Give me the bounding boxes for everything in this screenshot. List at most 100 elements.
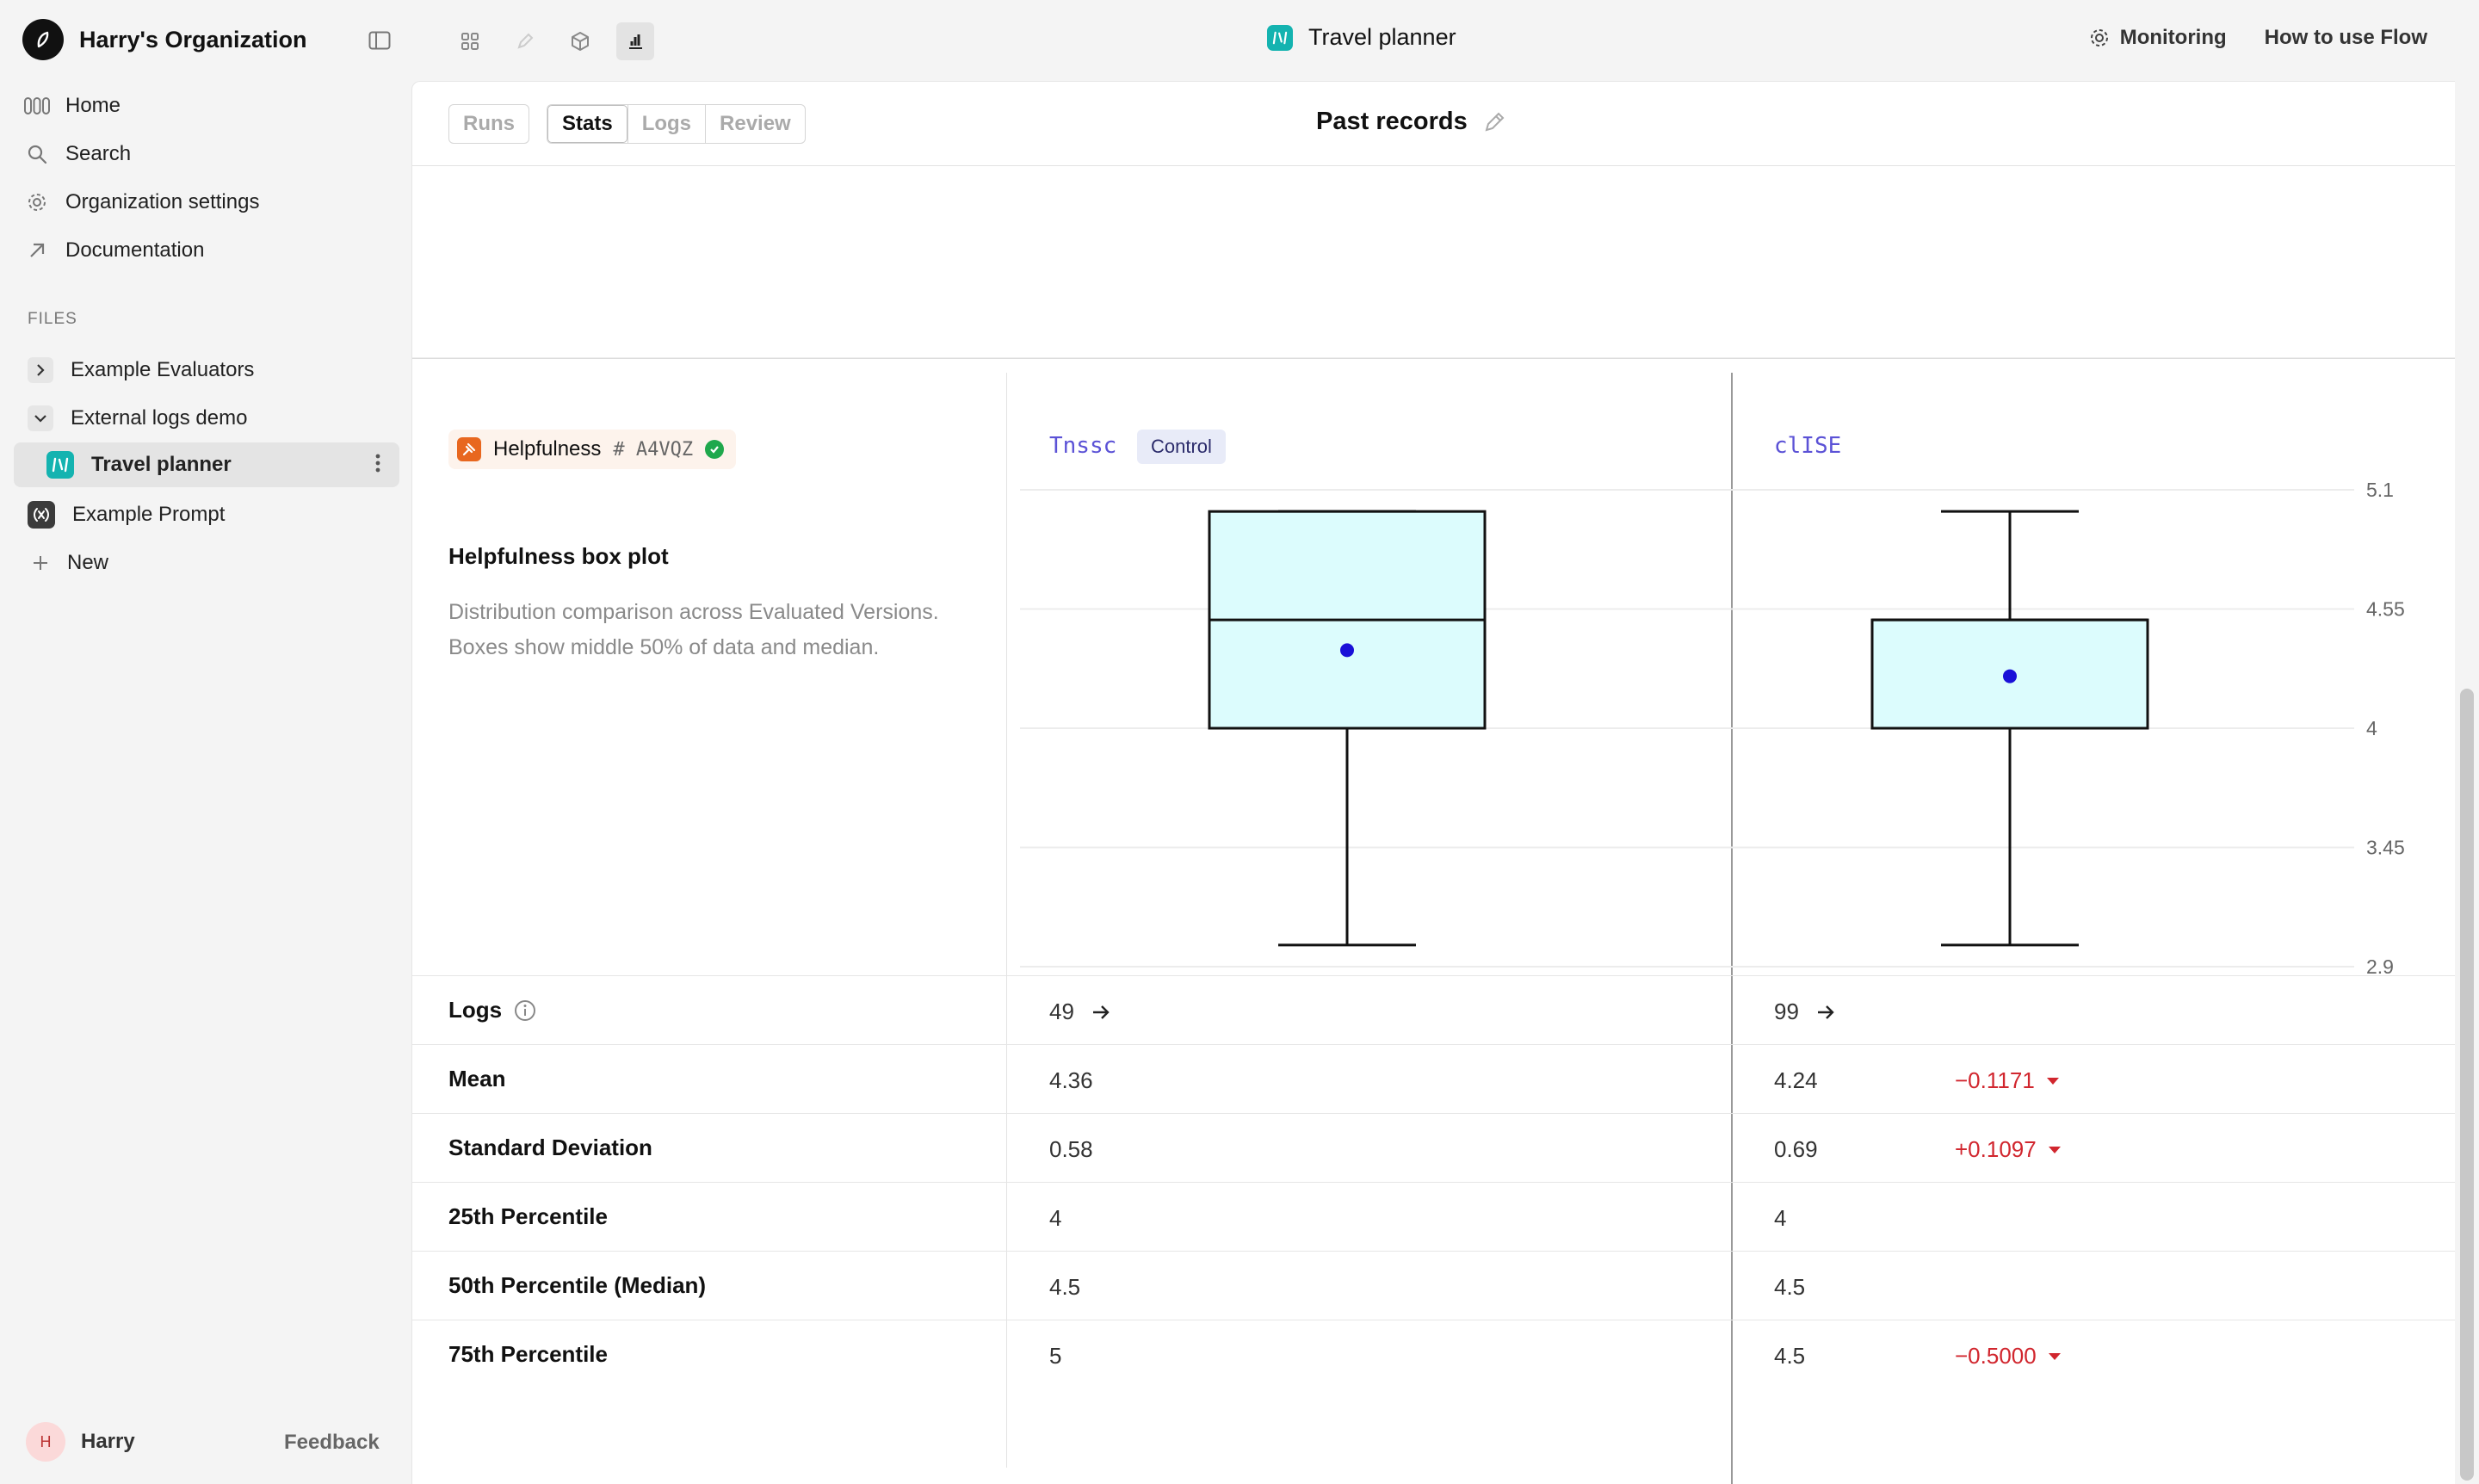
more-options-icon[interactable]: [375, 453, 380, 479]
stats-row: Mean 4.36 4.24 −0.1171: [412, 1044, 2456, 1113]
stats-row-label: Mean: [448, 1066, 505, 1092]
stats-row-label-text: 25th Percentile: [448, 1203, 608, 1229]
gear-icon: [24, 189, 50, 215]
evaluator-id-value: A4VQZ: [635, 438, 694, 461]
collapse-sidebar-icon[interactable]: [365, 26, 394, 55]
tab-runs[interactable]: Runs: [463, 112, 515, 135]
tab-group-runs: Runs: [448, 104, 529, 144]
stats-row-label-text: 50th Percentile (Median): [448, 1272, 707, 1298]
stats-value-compare[interactable]: 99: [1774, 999, 1835, 1025]
stats-value-compare: 4.5: [1774, 1343, 1805, 1370]
arrow-up-right-icon: [24, 238, 50, 263]
evaluator-chip[interactable]: Helpfulness # A4VQZ: [448, 430, 737, 469]
stats-diff-text: −0.5000: [1955, 1343, 2037, 1369]
tree-item-label: Travel planner: [91, 453, 232, 476]
tabs-bar: Runs Stats Logs Review Past records: [412, 82, 2456, 166]
chevron-down-icon[interactable]: [28, 405, 53, 431]
mean-point: [1340, 643, 1354, 658]
stats-value-control: 4.5: [1049, 1274, 1080, 1301]
tab-stats[interactable]: Stats: [547, 105, 627, 143]
file-title-label: Travel planner: [1308, 24, 1456, 50]
stats-value-text: 49: [1049, 999, 1074, 1024]
view-switcher: [451, 22, 671, 60]
tab-review[interactable]: Review: [705, 105, 805, 143]
version-name-tnssc[interactable]: Tnssc: [1049, 433, 1117, 459]
evaluator-name: Helpfulness: [493, 437, 602, 461]
stats-diff: +0.1097: [1955, 1136, 2061, 1163]
stats-value-control: 0.58: [1049, 1136, 1093, 1163]
how-to-use-link[interactable]: How to use Flow: [2264, 26, 2427, 49]
bar-chart-icon[interactable]: [616, 22, 654, 60]
stats-value-text: 4.5: [1049, 1274, 1081, 1300]
page-title-label: Past records: [1316, 108, 1468, 135]
top-bar: Travel planner Monitoring How to use Flo…: [411, 0, 2479, 83]
control-badge: Control: [1137, 430, 1226, 464]
stats-value-compare: 4.24: [1774, 1067, 1818, 1094]
scrollbar-thumb[interactable]: [2460, 689, 2474, 1481]
scrollbar[interactable]: [2455, 83, 2479, 1484]
page-title: Past records: [1316, 108, 1505, 136]
stats-row-label: Logs: [448, 997, 536, 1023]
arrow-right-icon[interactable]: [1091, 1005, 1110, 1020]
tree-item-example-evaluators[interactable]: Example Evaluators: [28, 348, 254, 393]
files-section-label: FILES: [28, 310, 77, 328]
stats-value-control: 5: [1049, 1343, 1061, 1370]
evaluator-id: # A4VQZ: [613, 438, 694, 461]
flow-app-icon: [1267, 24, 1293, 51]
user-menu[interactable]: H Harry: [26, 1422, 135, 1462]
stats-row: Standard Deviation 0.58 0.69 +0.1097: [412, 1113, 2456, 1182]
stats-value-text: 4.5: [1774, 1343, 1806, 1369]
caret-down-icon: [2048, 1146, 2061, 1153]
stats-value-control[interactable]: 49: [1049, 999, 1110, 1025]
y-tick-label: 3.45: [2366, 837, 2405, 859]
pencil-icon[interactable]: [506, 22, 544, 60]
edit-title-icon[interactable]: [1483, 111, 1505, 133]
y-tick-label: 2.9: [2366, 955, 2394, 978]
stats-row-label-text: Standard Deviation: [448, 1135, 652, 1160]
stats-value-compare: 0.69: [1774, 1136, 1818, 1163]
box-plot-chart: 5.1 4.55 4 3.45 2.9: [1020, 479, 2405, 978]
tree-item-label: External logs demo: [71, 406, 248, 430]
tree-item-label: Example Evaluators: [71, 358, 255, 381]
nav-home[interactable]: Home: [24, 87, 121, 125]
tree-item-external-logs-demo[interactable]: External logs demo: [28, 396, 247, 441]
stats-row: 75th Percentile 5 4.5 −0.5000: [412, 1320, 2456, 1388]
nav-organization-settings[interactable]: Organization settings: [24, 183, 259, 221]
nav-search[interactable]: Search: [24, 135, 131, 173]
stats-value-text: 0.58: [1049, 1136, 1093, 1162]
stats-value-text: 0.69: [1774, 1136, 1818, 1162]
caret-down-icon: [2048, 1352, 2061, 1360]
tree-item-travel-planner[interactable]: Travel planner: [14, 442, 399, 487]
stats-row-label: 50th Percentile (Median): [448, 1272, 706, 1299]
stats-row: 50th Percentile (Median) 4.5 4.5: [412, 1251, 2456, 1320]
avatar: H: [26, 1422, 65, 1462]
monitoring-button[interactable]: Monitoring: [2089, 26, 2227, 50]
arrow-right-icon[interactable]: [1816, 1005, 1835, 1020]
stats-value-text: 4.36: [1049, 1067, 1093, 1093]
nav-documentation[interactable]: Documentation: [24, 232, 204, 269]
info-icon[interactable]: [514, 999, 536, 1022]
search-icon: [24, 141, 50, 167]
monitoring-label: Monitoring: [2119, 26, 2227, 49]
stats-value-control: 4.36: [1049, 1067, 1093, 1094]
prompt-icon: [28, 501, 55, 529]
plus-icon: [28, 554, 53, 572]
stats-value-text: 4: [1774, 1205, 1787, 1231]
stats-value-text: 4.24: [1774, 1067, 1818, 1093]
tab-logs[interactable]: Logs: [627, 105, 705, 143]
grid-view-icon[interactable]: [451, 22, 489, 60]
version-name-clise[interactable]: clISE: [1774, 433, 1842, 459]
stats-row-label: 25th Percentile: [448, 1203, 608, 1230]
new-file-button[interactable]: New: [28, 541, 108, 585]
cube-icon[interactable]: [561, 22, 599, 60]
plot-title: Helpfulness box plot: [448, 543, 669, 569]
stats-value-compare: 4: [1774, 1205, 1786, 1232]
org-switcher[interactable]: Harry's Organization: [22, 19, 307, 60]
tree-item-example-prompt[interactable]: Example Prompt: [28, 492, 225, 537]
org-name: Harry's Organization: [79, 26, 307, 53]
feedback-button[interactable]: Feedback: [284, 1431, 380, 1454]
gear-icon: [2090, 29, 2108, 46]
chevron-right-icon[interactable]: [28, 357, 53, 383]
caret-down-icon: [2046, 1077, 2059, 1085]
